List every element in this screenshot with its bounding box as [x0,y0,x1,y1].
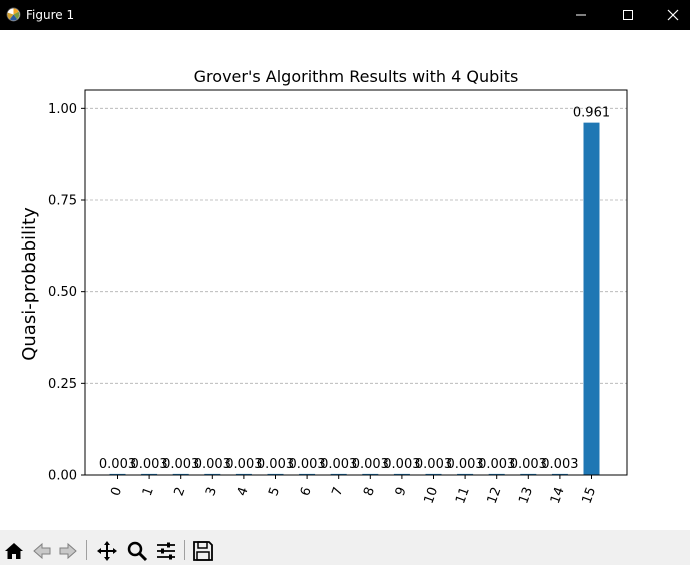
back-icon [33,542,51,560]
forward-button[interactable] [56,539,80,563]
bar [299,473,316,475]
bar-value-label: 0.003 [478,457,515,472]
bar-value-label: 0.003 [320,457,357,472]
x-tick-label: 10 [422,485,442,506]
window-title: Figure 1 [26,8,75,22]
x-tick-label: 9 [393,485,410,498]
maximize-icon [623,10,633,20]
window-titlebar: Figure 1 [0,0,690,30]
x-tick-label: 1 [140,485,157,498]
grid-lines [85,107,627,476]
save-icon [193,541,213,561]
bar-value-label: 0.003 [99,457,136,472]
plot-frame [84,89,628,476]
zoom-icon [127,541,148,562]
bar [362,473,379,475]
x-tick-label: 0 [108,485,125,498]
bar [520,473,537,475]
x-tick-label: 7 [330,485,347,498]
bar-chart: Grover's Algorithm Results with 4 Qubits… [19,67,628,506]
minimize-icon [576,14,586,16]
bar-value-label: 0.003 [415,457,452,472]
bar-value-label: 0.003 [130,457,167,472]
bars [109,122,600,475]
x-tick-label: 12 [485,485,505,506]
bar [235,473,252,475]
x-tick-label: 13 [516,485,536,506]
x-tick-label: 5 [266,485,283,498]
chart-title: Grover's Algorithm Results with 4 Qubits [194,67,519,86]
bar-value-label: 0.003 [162,457,199,472]
bar-value-label: 0.003 [225,457,262,472]
toolbar-separator [86,540,87,560]
bar-value-label: 0.003 [194,457,231,472]
bar [141,473,158,475]
bar [109,473,126,475]
value-labels: 0.0030.0030.0030.0030.0030.0030.0030.003… [99,106,610,472]
close-button[interactable] [650,0,690,30]
x-tick-label: 6 [298,485,315,498]
back-button[interactable] [30,539,54,563]
navigation-toolbar [0,530,690,565]
matplotlib-logo-icon [6,7,21,22]
pan-icon [97,541,117,561]
x-tick-label: 2 [172,485,189,498]
minimize-button[interactable] [558,0,604,30]
pan-button[interactable] [95,539,119,563]
save-button[interactable] [191,539,215,563]
x-tick-label: 15 [580,485,600,506]
y-tick-label: 1.00 [48,102,77,117]
x-tick-label: 4 [235,485,252,498]
bar [267,473,284,475]
y-ticks: 0.00 0.25 0.50 0.75 1.00 [48,102,85,484]
y-tick-label: 0.00 [48,469,77,484]
bar-value-label: 0.003 [288,457,325,472]
configure-subplots-icon [157,542,175,560]
home-icon [5,543,23,559]
bar [457,473,474,475]
bar-value-label: 0.003 [257,457,294,472]
bar-value-label: 0.003 [383,457,420,472]
y-tick-label: 0.25 [48,377,77,392]
x-tick-label: 3 [203,485,220,498]
bar-value-label: 0.003 [541,457,578,472]
close-icon [667,9,679,21]
bar-value-label: 0.003 [510,457,547,472]
bar [172,473,189,475]
x-tick-label: 8 [361,485,378,498]
configure-subplots-button[interactable] [154,539,178,563]
y-axis-label: Quasi-probability [19,207,40,361]
bar [393,473,410,475]
forward-icon [59,542,77,560]
maximize-button[interactable] [605,0,651,30]
bar [488,473,505,475]
x-ticks: 0 1 2 3 4 5 6 7 8 9 10 11 12 13 14 15 [108,475,599,506]
bar [583,122,600,475]
bar [330,473,347,475]
x-tick-label: 11 [453,485,473,506]
bar-value-label: 0.003 [352,457,389,472]
y-tick-label: 0.75 [48,194,77,209]
toolbar-separator [184,540,185,560]
bar-value-label: 0.003 [446,457,483,472]
bar [551,473,568,475]
bar-value-label: 0.961 [573,106,610,121]
zoom-button[interactable] [125,539,149,563]
figure-canvas[interactable]: Grover's Algorithm Results with 4 Qubits… [0,30,690,530]
bar [425,473,442,475]
y-tick-label: 0.50 [48,285,77,300]
x-tick-label: 14 [548,485,568,506]
home-button[interactable] [2,539,26,563]
bar [204,473,221,475]
